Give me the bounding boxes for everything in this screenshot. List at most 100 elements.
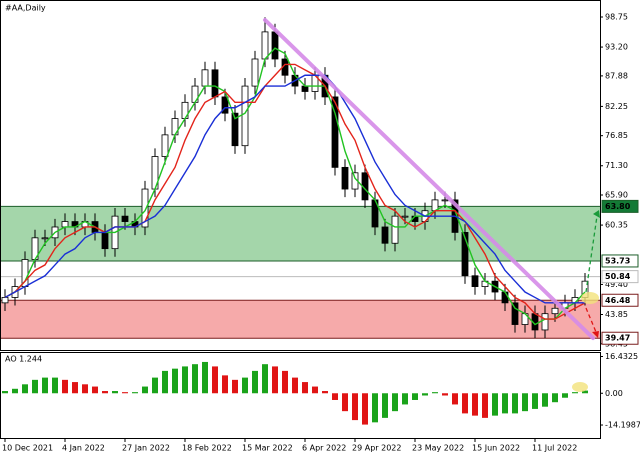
osc-bar xyxy=(162,370,168,394)
zone xyxy=(0,206,600,261)
osc-bar xyxy=(282,370,288,394)
osc-bar xyxy=(482,393,488,418)
candle-body xyxy=(221,96,229,114)
chart-title: #AA,Daily xyxy=(5,4,46,13)
osc-bar xyxy=(102,391,108,394)
osc-bar xyxy=(512,393,518,414)
y-tick-label: 82.25 xyxy=(605,102,628,111)
main-panel-border xyxy=(0,0,601,351)
osc-bar xyxy=(462,393,468,414)
decorations xyxy=(572,210,600,392)
down-arrow xyxy=(585,307,597,333)
y-tick-label: 43.85 xyxy=(605,310,628,319)
osc-bar xyxy=(472,393,478,416)
osc-bar xyxy=(442,393,448,396)
osc-bar xyxy=(22,384,28,394)
osc-bar xyxy=(542,393,548,407)
level-box xyxy=(601,254,639,268)
candle-body xyxy=(211,69,219,98)
osc-bar xyxy=(532,393,538,409)
osc-bar xyxy=(452,393,458,405)
candle-body xyxy=(471,275,479,287)
level-box xyxy=(601,331,639,345)
y-tick-label: 93.20 xyxy=(605,43,628,52)
candle-body xyxy=(441,199,449,202)
ma-line xyxy=(4,63,586,320)
highlight xyxy=(581,292,599,304)
osc-bar xyxy=(402,393,408,405)
osc-bar xyxy=(232,379,238,394)
osc-bar xyxy=(222,375,228,394)
osc-bar xyxy=(292,377,298,394)
osc-bar xyxy=(492,393,498,416)
osc-bar xyxy=(312,386,318,394)
osc-bar xyxy=(572,392,578,394)
candle-body xyxy=(241,85,249,147)
x-tick-label: 27 Jan 2022 xyxy=(122,444,170,453)
osc-bar xyxy=(362,393,368,425)
osc-bar xyxy=(272,366,278,394)
candle-body xyxy=(1,297,9,304)
level-box xyxy=(601,199,639,213)
candle-body xyxy=(551,307,559,315)
candle-body xyxy=(511,302,519,325)
y-tick-label: 49.40 xyxy=(605,280,628,289)
osc-bar xyxy=(212,366,218,394)
x-tick-label: 6 Apr 2022 xyxy=(302,444,346,453)
osc-bar xyxy=(372,393,378,423)
osc-bar xyxy=(192,364,198,394)
candle-body xyxy=(271,31,279,60)
osc-bar xyxy=(92,386,98,394)
candle-body xyxy=(501,291,509,304)
down-arrowhead xyxy=(592,331,599,338)
osc-bar xyxy=(172,368,178,394)
osc-bar xyxy=(2,391,8,394)
candle-body xyxy=(341,166,349,190)
osc-bar xyxy=(182,366,188,394)
level-box xyxy=(601,293,639,307)
candle-body xyxy=(541,313,549,331)
osc-bar xyxy=(52,377,58,394)
osc-bar xyxy=(32,379,38,394)
osc-bar xyxy=(242,377,248,394)
osc-bar xyxy=(62,379,68,394)
osc-bar xyxy=(392,393,398,412)
ma-line xyxy=(4,74,585,304)
candle-body xyxy=(261,31,269,60)
osc-bar xyxy=(332,393,338,400)
candle-body xyxy=(301,85,309,92)
osc-bar xyxy=(342,393,348,412)
level-box xyxy=(601,270,639,284)
osc-label: AO 1.244 xyxy=(5,355,42,364)
x-tick-label: 10 Dec 2021 xyxy=(2,444,53,453)
highlight xyxy=(572,382,588,392)
y-tick-label: 98.75 xyxy=(605,12,628,21)
osc-bar xyxy=(142,386,148,394)
x-tick-label: 4 Jan 2022 xyxy=(62,444,105,453)
osc-bar xyxy=(552,393,558,403)
osc-bar xyxy=(262,364,268,394)
y-tick-label: 65.90 xyxy=(605,191,628,200)
level-label: 39.47 xyxy=(605,334,630,343)
osc-bar xyxy=(202,361,208,394)
level-label: 53.73 xyxy=(605,256,630,265)
x-tick-label: 29 Apr 2022 xyxy=(352,444,401,453)
x-tick-label: 15 Jun 2022 xyxy=(472,444,520,453)
candle-body xyxy=(231,112,239,147)
osc-bar xyxy=(322,391,328,394)
candle-body xyxy=(401,215,409,218)
osc-bar xyxy=(152,377,158,394)
osc-bar xyxy=(562,393,568,398)
osc-bar xyxy=(522,393,528,412)
osc-bar xyxy=(72,382,78,394)
osc-bar xyxy=(132,392,138,394)
trendline xyxy=(263,17,595,341)
osc-bar xyxy=(112,391,118,394)
osc-bar xyxy=(252,370,258,394)
level-label: 63.80 xyxy=(605,202,631,211)
y-tick-label: 87.88 xyxy=(605,71,628,80)
osc-bar xyxy=(12,388,18,394)
up-arrow xyxy=(585,215,598,293)
osc-bar xyxy=(422,393,428,396)
